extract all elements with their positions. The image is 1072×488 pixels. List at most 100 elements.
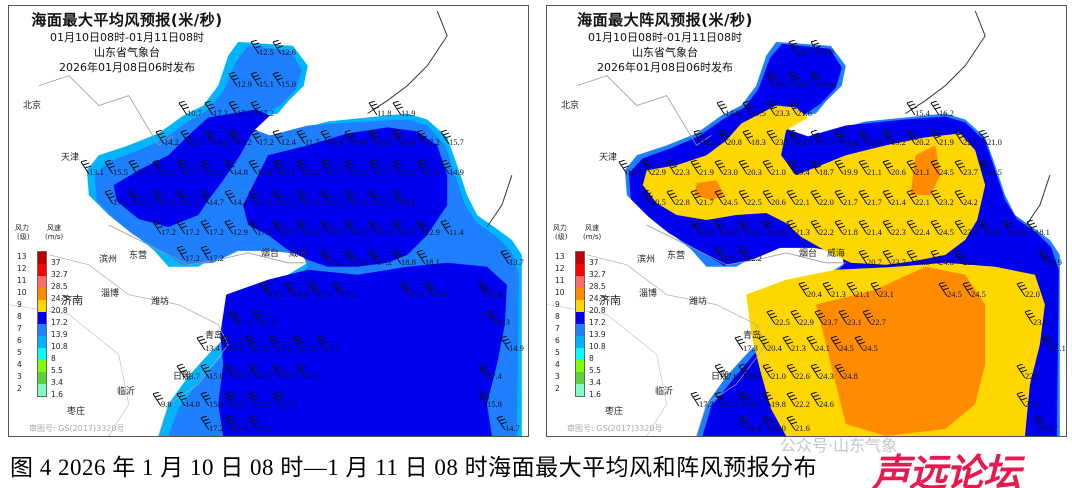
legend-level-label: 9	[555, 300, 560, 309]
map-approval-number: 审图号: GS(2017)3320号	[29, 424, 125, 433]
wind-barb-icon	[738, 416, 749, 430]
map-title: 海面最大阵风预报(米/秒)	[577, 11, 753, 29]
wind-barb-icon	[810, 72, 821, 86]
wind-barb-icon	[738, 220, 749, 234]
wind-speed-value: 21.4	[867, 227, 882, 237]
wind-barb-icon	[152, 392, 163, 406]
legend-speed-label: 28.5	[589, 282, 606, 291]
wind-barb-icon	[882, 130, 893, 144]
wind-speed-value: 12.9	[257, 167, 272, 177]
legend-swatch	[576, 336, 584, 348]
wind-speed-value: 17.2	[325, 343, 340, 353]
wind-speed-value: 17.4	[409, 289, 424, 299]
issue-time: 2026年01月08日06时发布	[597, 61, 733, 74]
wind-barb-icon	[762, 416, 773, 430]
wind-speed-value: 13.1	[89, 167, 104, 177]
wind-speed-value: 14.7	[505, 423, 520, 433]
wind-speed-value: 14.9	[449, 167, 464, 177]
wind-barb-icon	[834, 364, 845, 378]
wind-barb-icon	[224, 160, 235, 174]
wind-barb-icon	[296, 160, 307, 174]
wind-barb-icon	[846, 282, 857, 296]
wind-speed-value: 20.0	[771, 423, 786, 433]
wind-barb-icon	[220, 336, 231, 350]
wind-speed-value: 17.2	[161, 197, 176, 207]
wind-speed-value: 17.8	[433, 289, 448, 299]
wind-speed-value: 16.2	[939, 108, 954, 118]
wind-speed-value: 21.1	[855, 289, 870, 299]
wind-speed-value: 21.7	[843, 197, 858, 207]
wind-barb-icon	[368, 250, 379, 264]
wind-speed-value: 20.4	[767, 343, 782, 353]
legend-level-label: 4	[17, 360, 22, 369]
wind-barb-icon	[272, 160, 283, 174]
wind-speed-value: 20.2	[915, 137, 930, 147]
wind-barb-icon	[838, 310, 849, 324]
legend-level-label: 6	[17, 336, 22, 345]
wind-barb-icon	[204, 101, 215, 115]
wind-barb-icon	[228, 72, 239, 86]
wind-barb-icon	[738, 190, 749, 204]
legend-level-label: 13	[17, 252, 27, 261]
legend-swatch	[576, 252, 584, 264]
wind-barb-icon	[786, 392, 797, 406]
wind-barb-icon	[224, 392, 235, 406]
wind-speed-value: 22.5	[747, 227, 762, 237]
wind-speed-value: 13.1	[281, 167, 296, 177]
wind-barb-icon	[834, 220, 845, 234]
wind-barb-icon	[224, 416, 235, 430]
wind-speed-value: 22.8	[675, 197, 690, 207]
wind-speed-value: 20.7	[867, 257, 882, 267]
wind-barb-icon	[176, 220, 187, 234]
wind-barb-icon	[1016, 364, 1027, 378]
wind-speed-value: 21.0	[987, 137, 1002, 147]
wind-barb-icon	[176, 190, 187, 204]
legend-swatch	[576, 288, 584, 300]
wind-barb-icon	[272, 392, 283, 406]
wind-barb-icon	[344, 190, 355, 204]
city-label-dongying: 东营	[667, 251, 686, 261]
wind-barb-icon	[1042, 336, 1053, 350]
wind-speed-value: 22.2	[819, 227, 834, 237]
legend-swatch	[38, 276, 46, 288]
wind-speed-value: 15.8	[487, 399, 502, 409]
legend-swatch	[576, 276, 584, 288]
wind-barb-icon	[224, 220, 235, 234]
wind-barb-icon	[858, 250, 869, 264]
wind-barb-icon	[930, 130, 941, 144]
wind-speed-value: 18.1	[1035, 227, 1050, 237]
wind-speed-value: 17.2	[161, 167, 176, 177]
wind-speed-value: 21.6	[797, 108, 812, 118]
wind-speed-value: 21.3	[795, 227, 810, 237]
legend-swatch	[576, 300, 584, 312]
wind-barb-icon	[978, 160, 989, 174]
wind-speed-value: 22.4	[915, 227, 930, 237]
mean-wind-map	[9, 10, 522, 436]
map-approval-number: 审图号: GS(2017)3320号	[567, 424, 663, 433]
legend-speed-label: 28.5	[51, 282, 68, 291]
legend-level-label: 8	[555, 312, 560, 321]
wind-barb-icon	[906, 250, 917, 264]
wind-barb-icon	[786, 364, 797, 378]
wind-speed-value: 18.7	[775, 79, 790, 89]
wind-barb-icon	[810, 160, 821, 174]
wind-barb-icon	[714, 160, 725, 174]
legend-speed-label: 8	[51, 354, 56, 363]
legend-swatch	[38, 336, 46, 348]
wind-speed-value: 17.2	[377, 167, 392, 177]
legend-speed-label: 13.9	[51, 330, 68, 339]
wind-speed-value: 24.5	[971, 289, 986, 299]
wind-speed-value: 24.3	[819, 371, 834, 381]
wind-barb-icon	[268, 336, 279, 350]
wind-speed-value: 24.5	[723, 197, 738, 207]
legend-level-unit: (级)	[555, 233, 568, 241]
wind-speed-value: 24.5	[939, 227, 954, 237]
wind-speed-value: 16.0	[819, 47, 834, 57]
wind-speed-value: 22.3	[1025, 399, 1040, 409]
wind-barb-icon	[882, 250, 893, 264]
wind-barb-icon	[810, 190, 821, 204]
wind-barb-icon	[320, 190, 331, 204]
wind-barb-icon	[250, 130, 261, 144]
wind-barb-icon	[1038, 250, 1049, 264]
wind-barb-icon	[1016, 392, 1027, 406]
